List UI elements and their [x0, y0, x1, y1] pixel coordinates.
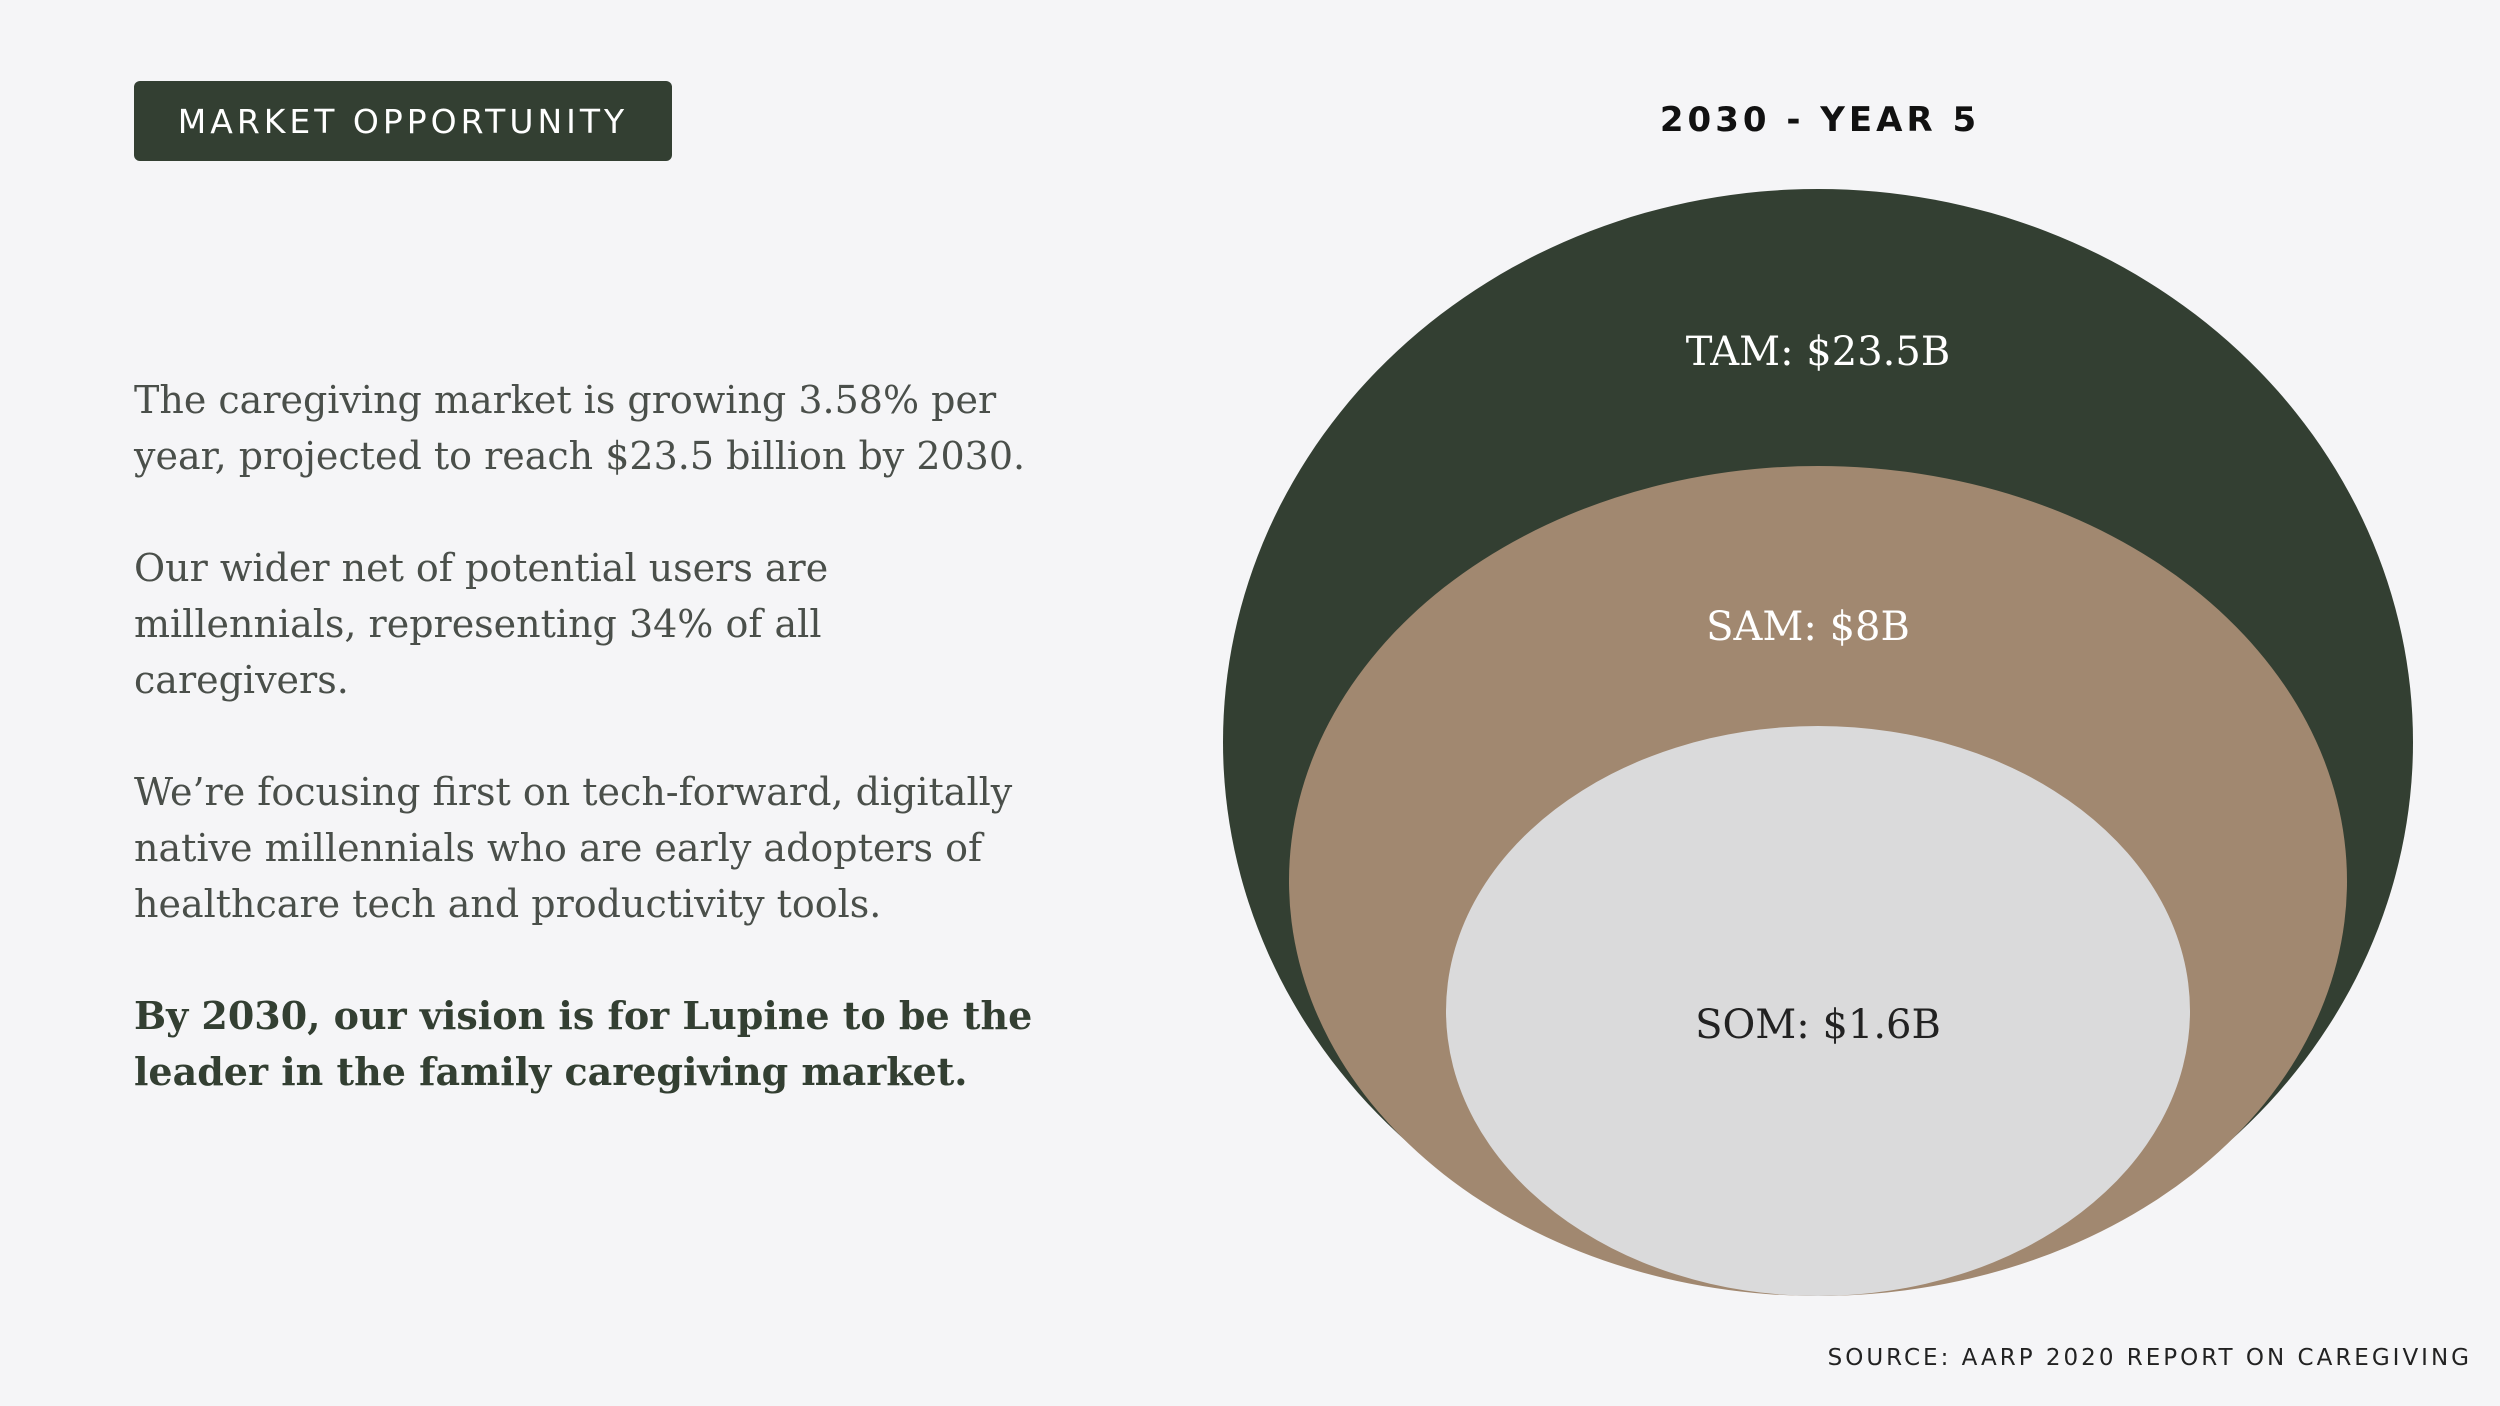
paragraph-focus: We’re focusing first on tech-forward, di… — [134, 770, 1013, 926]
som-label: SOM: $1.6B — [1695, 1002, 1941, 1048]
section-tag-label: MARKET OPPORTUNITY — [177, 101, 629, 141]
tam-label: TAM: $23.5B — [1686, 329, 1950, 375]
section-tag: MARKET OPPORTUNITY — [134, 81, 672, 161]
diagram-title: 2030 - YEAR 5 — [1659, 100, 1981, 140]
source-citation: SOURCE: AARP 2020 REPORT ON CAREGIVING — [1827, 1345, 2472, 1371]
vision-statement: By 2030, our vision is for Lupine to be … — [134, 993, 1033, 1094]
som-ellipse — [1446, 726, 2190, 1296]
paragraph-millennials: Our wider net of potential users are mil… — [134, 546, 829, 702]
sam-label: SAM: $8B — [1706, 604, 1910, 650]
paragraph-growth: The caregiving market is growing 3.58% p… — [134, 378, 1026, 478]
body-copy: The caregiving market is growing 3.58% p… — [134, 372, 1034, 1100]
